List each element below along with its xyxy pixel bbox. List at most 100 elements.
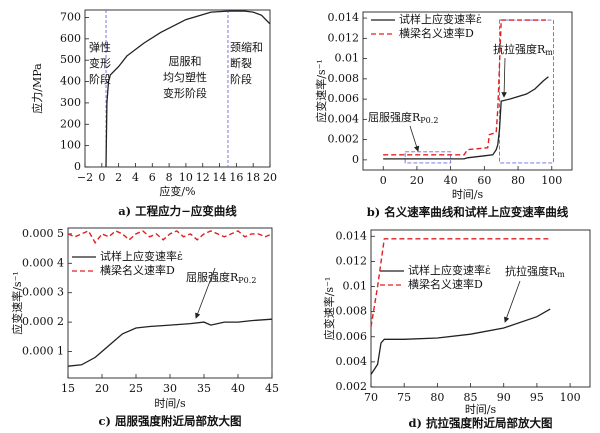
annotation-subscript: P0.2 [238,276,256,285]
data-line [105,10,271,168]
x-axis-label: 时间/s [452,188,484,201]
annotation-arrow [195,267,216,319]
y-tick-label: 0.012 [336,254,368,267]
annotation: 屈服强度RP0.2 [186,270,256,285]
data-line [370,308,551,375]
y-tick-label: 0.002 [328,133,360,146]
y-tick-label: 0.000 3 [22,286,64,299]
annotation-text: 抗拉强度R [505,264,558,278]
annotation-text: 抗拉强度R [493,42,546,56]
plot-frame [370,229,591,388]
y-axis-label: 应变速率/s⁻¹ [322,277,336,341]
caption: c) 屈服强度附近局部放大图 [99,414,242,428]
annotation-arrow [501,57,507,98]
x-tick-label: 20 [263,171,277,184]
data-line [383,19,547,156]
x-tick-label: 80 [511,174,525,187]
x-tick-label: 6 [149,171,156,184]
y-tick-label: 0.004 [336,355,368,368]
x-tick-label: 25 [129,382,143,395]
x-tick-label: 0 [98,171,105,184]
caption: d) 抗拉强度附近局部放大图 [409,416,553,430]
x-tick-label: 40 [231,382,245,395]
data-line [67,230,273,244]
y-tick-label: 0.000 4 [22,256,64,269]
x-axis-label: 应变/% [159,184,195,198]
x-tick-label: 45 [265,382,279,395]
x-tick-label: 15 [61,382,75,395]
y-axis-label: 应力/MPa [30,63,44,114]
y-tick-label: 0.000 5 [22,227,64,240]
x-tick-label: 60 [477,174,491,187]
annotation-arrow [504,280,521,323]
x-tick-label: 18 [246,171,260,184]
y-tick-label: 600 [60,32,81,45]
y-tick-label: 0.01 [335,52,360,65]
data-line [370,238,551,327]
legend-label: 横梁名义速率D [399,26,474,40]
x-tick-label: 4 [132,171,139,184]
annotation-subscript: m [557,270,565,279]
zoom-box [499,19,554,164]
x-tick-label: 10 [179,171,193,184]
legend-label: 试样上应变速率ε̇ [399,12,482,26]
y-tick-label: 0 [74,160,81,173]
y-tick-label: 0.01 [343,280,368,293]
y-tick-label: 0.000 1 [22,345,64,358]
annotation: 抗拉强度Rm [505,264,565,279]
x-tick-label: 40 [444,174,458,187]
x-tick-label: 12 [196,171,210,184]
x-tick-label: 75 [397,391,411,404]
annotation: 弹性 [89,40,111,54]
annotation-arrow [409,125,420,152]
x-tick-label: 90 [497,391,511,404]
x-tick-label: 30 [163,382,177,395]
x-axis-label: 时间/s [465,403,497,416]
y-tick-label: 0 [352,153,359,166]
x-tick-label: 85 [464,391,478,404]
caption: a) 工程应力−应变曲线 [118,204,237,218]
x-tick-label: 95 [530,391,544,404]
x-tick-label: 100 [541,174,562,187]
annotation: 屈服强度RP0.2 [368,110,438,125]
x-tick-label: −2 [77,171,93,184]
x-tick-label: 2 [115,171,122,184]
y-tick-label: 0.012 [328,31,360,44]
annotation-subscript: m [545,48,553,57]
x-tick-label: 100 [560,391,581,404]
y-tick-label: 200 [60,117,81,130]
annotation: 阶段 [230,72,252,86]
legend-label: 试样上应变速率ε̇ [408,263,491,277]
annotation-subscript: P0.2 [420,116,438,125]
plot-frame [84,9,271,168]
legend-label: 横梁名义速率D [408,277,483,291]
x-tick-label: 20 [95,382,109,395]
y-tick-label: 0.008 [328,72,360,85]
y-tick-label: 0.006 [328,92,360,105]
x-tick-label: 20 [410,174,424,187]
caption: b) 名义速率曲线和试样上应变速率曲线 [367,205,569,219]
x-tick-label: 80 [430,391,444,404]
annotation: 屈服和 [169,55,202,68]
y-axis-label: 应变速率/s⁻¹ [10,271,24,335]
annotation: 阶段 [89,72,111,86]
x-tick-label: 70 [364,391,378,404]
y-tick-label: 0.002 [336,380,368,393]
x-axis-label: 时间/s [154,397,186,410]
y-tick-label: 0.000 2 [22,315,64,328]
y-tick-label: 300 [60,96,81,109]
x-tick-label: 0 [380,174,387,187]
annotation: 抗拉强度Rm [493,42,553,57]
y-axis-label: 应变速率/s⁻¹ [314,59,328,123]
y-tick-label: 100 [60,139,81,152]
annotation-text: 屈服强度R [186,270,239,284]
data-line [383,76,549,160]
y-tick-label: 0.014 [336,229,368,242]
y-tick-label: 0.004 [328,112,360,125]
annotation: 均匀塑性 [163,70,207,84]
legend-label: 横梁名义速率D [100,263,175,277]
y-tick-label: 0.008 [336,305,368,318]
x-tick-label: 35 [197,382,211,395]
y-tick-label: 500 [60,53,81,66]
